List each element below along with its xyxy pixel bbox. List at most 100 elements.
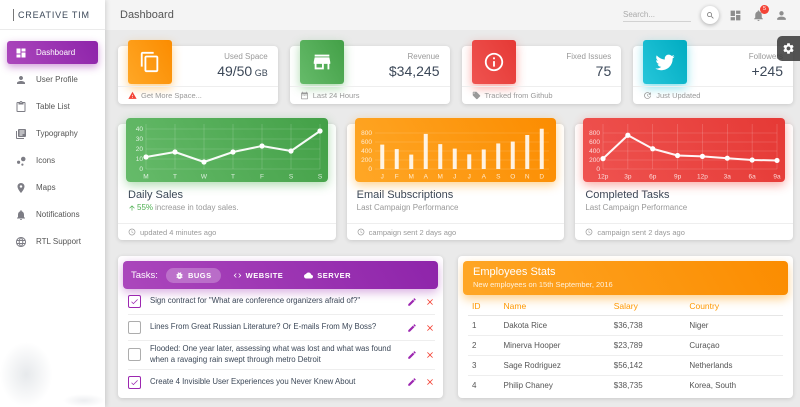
sidebar-item-table-list[interactable]: Table List	[7, 95, 98, 118]
chart-title: Daily Sales	[128, 189, 184, 201]
tasks-tab-server[interactable]: SERVER	[295, 268, 360, 283]
tasks-header: Tasks: BUGS WEBSITE SERVER	[123, 261, 438, 289]
search-button[interactable]	[701, 6, 719, 24]
employees-col-salary: Salary	[609, 296, 686, 316]
stat-text: Fixed Issues 75	[462, 46, 622, 79]
employees-col-id: ID	[468, 296, 500, 316]
sidebar-item-label: Table List	[36, 102, 70, 111]
top-navbar: Dashboard 5	[105, 0, 800, 30]
brand-logo	[13, 8, 14, 21]
stat-label: Followers	[748, 52, 783, 61]
sidebar-item-dashboard[interactable]: Dashboard	[7, 41, 98, 64]
table-row: 4 Philip Chaney $38,735 Korea, South	[472, 381, 737, 390]
stat-value: $34,245	[388, 63, 440, 79]
chart-title: Completed Tasks	[585, 189, 670, 201]
stat-value: 49/50 GB	[217, 63, 268, 79]
bottom-row: Tasks: BUGS WEBSITE SERVER Sign contract f…	[118, 256, 793, 398]
clock-icon	[357, 228, 365, 236]
edit-pencil-icon[interactable]	[407, 377, 417, 387]
chart-title: Email Subscriptions	[356, 189, 454, 201]
svg-text:400: 400	[589, 148, 600, 155]
svg-text:N: N	[525, 174, 530, 181]
sidebar-item-label: Maps	[36, 183, 56, 192]
brand-label: CREATIVE TIM	[18, 9, 90, 20]
svg-text:600: 600	[361, 139, 372, 146]
stat-footer-text: Last 24 Hours	[312, 91, 360, 100]
dashboard-icon	[15, 47, 27, 59]
svg-text:9p: 9p	[674, 174, 682, 181]
task-actions	[407, 350, 435, 360]
chart-footer-text: updated 4 minutes ago	[140, 227, 217, 237]
completed-tasks-chart: 0 200 400 600 800 12p 3p 6p 9p 12p 3a 6a 9a	[583, 118, 785, 182]
task-checkbox[interactable]	[128, 375, 141, 389]
page-title[interactable]: Dashboard	[120, 9, 174, 21]
stat-value: +245	[751, 63, 783, 79]
tasks-tab-website[interactable]: WEBSITE	[224, 268, 293, 283]
navbar-right: 5	[623, 4, 788, 24]
cloud-icon	[304, 271, 314, 280]
sidebar-item-typography[interactable]: Typography	[7, 122, 98, 145]
sidebar-item-label: Dashboard	[36, 48, 76, 57]
globe-icon	[15, 236, 27, 248]
edit-pencil-icon[interactable]	[407, 297, 417, 307]
sidebar-item-icons[interactable]: Icons	[7, 149, 98, 172]
svg-text:800: 800	[589, 130, 600, 137]
svg-text:6a: 6a	[749, 174, 757, 181]
sidebar-item-rtl-support[interactable]: RTL Support	[7, 230, 98, 253]
warning-icon	[128, 91, 137, 100]
svg-text:S: S	[318, 174, 323, 181]
stat-label: Fixed Issues	[566, 52, 612, 61]
account-person-icon[interactable]	[775, 9, 788, 22]
brand[interactable]: CREATIVE TIM	[0, 0, 105, 30]
chart-footer-text: campaign sent 2 days ago	[368, 227, 457, 237]
stat-card-revenue: Revenue $34,245 Last 24 Hours	[289, 40, 450, 104]
search-input[interactable]	[623, 8, 691, 22]
close-icon[interactable]	[425, 297, 435, 307]
svg-text:O: O	[510, 174, 515, 181]
stat-text: Followers +245	[633, 46, 793, 79]
chart-card-daily-sales: 0 10 20 30 40 M T W T F S S Daily Sales 55% increase …	[118, 118, 336, 240]
daily-sales-chart: 0 10 20 30 40 M T W T F S S	[126, 118, 328, 182]
employees-header: Employees Stats New employees on 15th Se…	[463, 261, 788, 295]
close-icon[interactable]	[425, 377, 435, 387]
task-checkbox[interactable]	[128, 321, 141, 334]
sidebar-item-label: RTL Support	[36, 237, 81, 246]
edit-pencil-icon[interactable]	[407, 323, 417, 333]
task-actions	[407, 377, 435, 387]
svg-text:J: J	[467, 174, 470, 181]
sidebar-item-maps[interactable]: Maps	[7, 176, 98, 199]
close-icon[interactable]	[425, 323, 435, 333]
svg-text:200: 200	[361, 157, 372, 164]
task-checkbox[interactable]	[128, 295, 141, 308]
update-icon	[643, 91, 652, 100]
svg-text:3a: 3a	[724, 174, 732, 181]
task-checkbox[interactable]	[128, 348, 141, 362]
tasks-tab-bugs[interactable]: BUGS	[165, 267, 221, 283]
close-icon[interactable]	[425, 350, 435, 360]
chart-subtitle: Last Campaign Performance	[585, 203, 688, 212]
tab-label: SERVER	[317, 270, 351, 280]
sidebar-item-user-profile[interactable]: User Profile	[7, 68, 98, 91]
stat-footer-link[interactable]: Get More Space...	[141, 91, 202, 100]
task-text: Lines From Great Russian Literature? Or …	[150, 322, 377, 332]
svg-text:M: M	[437, 174, 442, 181]
chart-card-completed-tasks: 0 200 400 600 800 12p 3p 6p 9p 12p 3a 6a 9a Completed…	[575, 118, 793, 240]
stat-label: Used Space	[224, 52, 268, 61]
chart-footer-text: campaign sent 2 days ago	[597, 227, 685, 237]
svg-text:M: M	[408, 174, 413, 181]
svg-text:J: J	[453, 174, 456, 181]
notifications-bell-icon[interactable]: 5	[752, 4, 769, 22]
table-row: 3 Sage Rodriguez $56,142 Netherlands	[468, 355, 783, 376]
tab-label: BUGS	[187, 270, 212, 280]
settings-gear-button[interactable]	[777, 36, 800, 61]
notification-badge: 5	[760, 4, 769, 14]
edit-pencil-icon[interactable]	[407, 350, 417, 360]
sidebar-item-notifications[interactable]: Notifications	[7, 203, 98, 226]
stat-card-footer: Tracked from Github	[461, 86, 622, 104]
clock-icon	[128, 228, 136, 236]
svg-text:M: M	[143, 174, 148, 181]
task-text: Flooded: One year later, assessing what …	[150, 344, 391, 364]
dashboard-grid-icon[interactable]	[729, 9, 742, 22]
svg-text:0: 0	[597, 166, 601, 173]
